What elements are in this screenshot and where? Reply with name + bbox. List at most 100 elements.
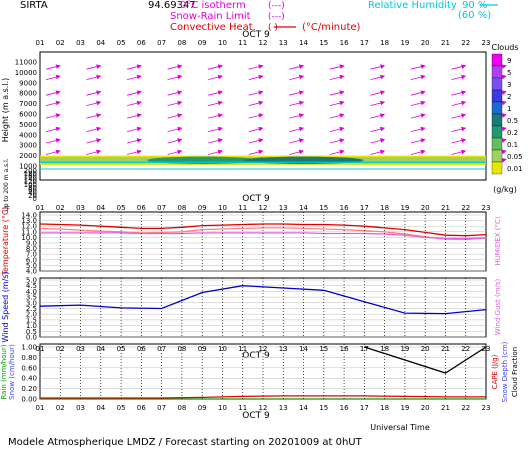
hour-labels-bottom: 01 02 03 04 05 06 07 08 09 10 11 12 13 14 15 16 17 18 19 20… (36, 345, 491, 412)
wind-arrow-7000-17 (370, 100, 386, 106)
hour-label-bottom-08: 08 (177, 404, 186, 412)
wind-arrow-9500-17 (370, 74, 386, 80)
swatch-label-0.01: 0.01 (507, 165, 523, 173)
hour-label-06: 06 (137, 345, 146, 353)
near-surface-tick-20: 20 (28, 192, 37, 200)
swatch-label-2: 2 (507, 93, 511, 101)
day-label-bottom: OCT 9 (242, 411, 270, 421)
wind-arrow-10500-17 (370, 64, 386, 70)
hour-label-23: 23 (482, 345, 491, 353)
temperature-tick-4.0: 4.0 (26, 268, 37, 276)
wind-arrow-10500-19 (410, 64, 426, 70)
wind-arrow-10500-1 (45, 64, 61, 70)
hour-label-18: 18 (380, 39, 389, 47)
wind-arrow-4500-19 (410, 126, 426, 132)
wind-arrow-2300-11 (248, 149, 264, 155)
hour-label-bottom-13: 13 (279, 404, 288, 412)
hour-label-02: 02 (56, 39, 65, 47)
hour-label-02: 02 (56, 204, 65, 212)
temperature-tick-8.0: 8.0 (26, 245, 37, 253)
wind-arrow-9500-13 (289, 74, 305, 80)
clouds-legend: Clouds 9 5 3 2 1 0.5 0.2 0.1 0.05 0.01 (g/kg) (491, 43, 522, 194)
near-surface-tick-0: 0 (33, 195, 37, 203)
wind-speed-tick-2.5: 2.5 (26, 305, 37, 313)
hour-labels-mid: 01 02 03 04 05 06 07 08 09 10 11 12 13 14 15 16 17 18 19 20… (36, 204, 491, 212)
swatch-0.01 (491, 161, 503, 175)
wind-arrow-2300-3 (86, 149, 102, 155)
hour-label-21: 21 (441, 39, 450, 47)
precipitation-gridlines (40, 346, 486, 400)
hour-label-14: 14 (299, 345, 308, 353)
snow-axis-label: Snow (cm/hour) (8, 344, 16, 400)
wind-arrow-9500-19 (410, 74, 426, 80)
wind-arrow-10500-13 (289, 64, 305, 70)
hour-label-05: 05 (117, 204, 126, 212)
wind-arrow-3400-7 (167, 138, 183, 144)
temperature-tick-5.0: 5.0 (26, 262, 37, 270)
hour-label-10: 10 (218, 204, 227, 212)
wind-arrow-4500-5 (126, 126, 142, 132)
hour-label-15: 15 (319, 345, 328, 353)
height-tick-11000: 11000 (15, 59, 37, 67)
wind-speed-tick-1.5: 1.5 (26, 316, 37, 324)
precip-tick-0.40: 0.40 (21, 375, 37, 383)
wind-arrow-2300-19 (410, 149, 426, 155)
wind-arrow-9500-9 (208, 74, 223, 80)
swatch-3 (491, 77, 503, 91)
hour-label-bottom-18: 18 (380, 404, 389, 412)
height-tick-2000: 2000 (19, 152, 37, 160)
hour-label-04: 04 (96, 345, 105, 353)
wind-arrow-5800-17 (370, 113, 386, 119)
hour-label-15: 15 (319, 39, 328, 47)
snow-rain-sample: (---) (268, 12, 285, 22)
wind-arrow-8000-17 (370, 90, 386, 96)
wind-arrow-3400-9 (208, 138, 223, 144)
hour-label-bottom-07: 07 (157, 404, 166, 412)
wind-arrow-8000-15 (329, 90, 345, 96)
swatch-1 (491, 101, 503, 115)
hour-label-13: 13 (279, 345, 288, 353)
swatch-label-9: 9 (507, 57, 511, 65)
hour-label-16: 16 (340, 345, 349, 353)
hour-label-11: 11 (238, 345, 247, 353)
temperature-tick-12.0: 12.0 (21, 223, 37, 231)
wind-arrow-4500-3 (86, 126, 102, 132)
swatch-label-0.2: 0.2 (507, 129, 518, 137)
snow-rain-label: Snow-Rain Limit (170, 11, 251, 22)
precip-tick-0.20: 0.20 (21, 385, 37, 393)
hour-label-21: 21 (441, 345, 450, 353)
wind-arrow-2300-13 (289, 149, 305, 155)
hour-label-14: 14 (299, 39, 308, 47)
wind-arrow-2300-9 (208, 149, 223, 155)
hour-label-21: 21 (441, 204, 450, 212)
hour-label-19: 19 (400, 204, 409, 212)
wind-speed-tick-0.5: 0.5 (26, 328, 37, 336)
hour-label-11: 11 (238, 39, 247, 47)
convective-sample: ( ) (268, 23, 278, 33)
hour-label-12: 12 (259, 345, 268, 353)
hour-label-10: 10 (218, 345, 227, 353)
hour-label-bottom-02: 02 (56, 404, 65, 412)
near-surface-tick-120: 120 (24, 178, 37, 186)
wind-speed-panel: 5.04.54.03.53.02.52.01.51.00.50.0 Wind S… (1, 204, 502, 343)
station-name: SIRTA (20, 0, 48, 11)
hour-label-bottom-20: 20 (421, 404, 430, 412)
hour-label-20: 20 (421, 204, 430, 212)
wind-arrow-5800-7 (167, 113, 183, 119)
wind-arrow-5800-1 (45, 113, 61, 119)
humidity-label: Relative Humidity (368, 0, 457, 11)
wind-speed-tick-4.5: 4.5 (26, 282, 37, 290)
height-tick-5000: 5000 (19, 121, 37, 129)
wind-arrow-3400-11 (248, 138, 264, 144)
wind-speed-axis-label: Wind Speed (m/s) (1, 271, 10, 342)
near-surface-tick-140: 140 (24, 175, 37, 183)
temperature-panel: 14.013.012.011.010.09.08.07.06.05.04.0 T… (1, 206, 502, 276)
hour-label-bottom-03: 03 (76, 404, 85, 412)
wind-arrow-5800-19 (410, 113, 426, 119)
wind-arrow-3400-5 (126, 138, 142, 144)
wind-arrow-10500-21 (451, 64, 467, 70)
hour-label-14: 14 (299, 204, 308, 212)
clouds-legend-unit: (g/kg) (493, 185, 517, 194)
wind-speed-tick-2.0: 2.0 (26, 311, 37, 319)
temperature-tick-9.0: 9.0 (26, 240, 37, 248)
